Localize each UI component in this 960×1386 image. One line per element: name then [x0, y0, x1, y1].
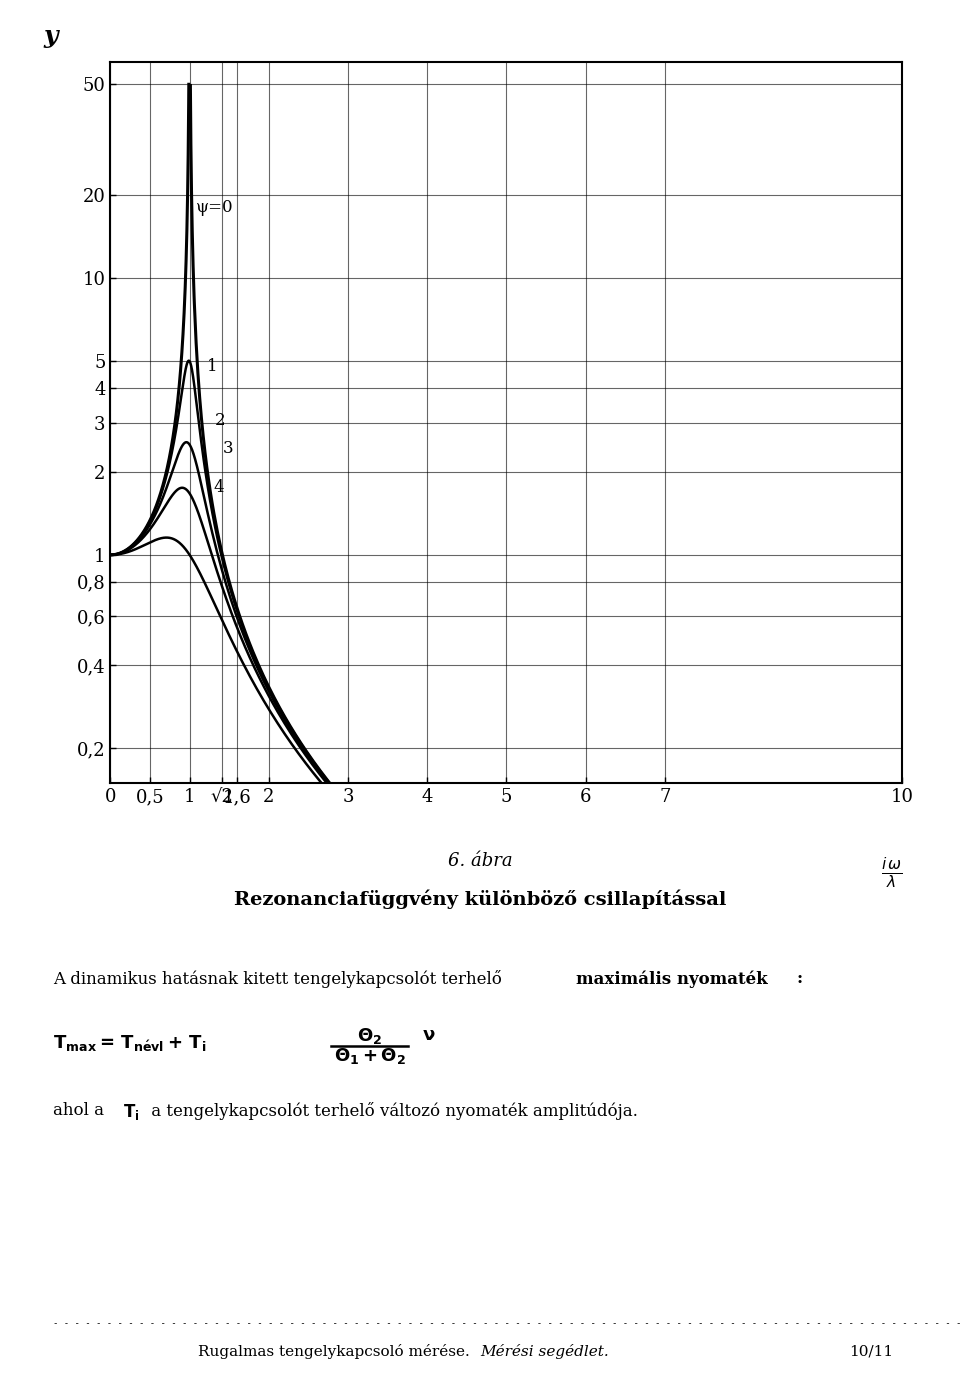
Text: - - - - - - - - - - - - - - - - - - - - - - - - - - - - - - - - - - - - - - - - : - - - - - - - - - - - - - - - - - - - - … — [53, 1319, 960, 1328]
Text: 3: 3 — [223, 441, 233, 457]
Text: $\mathbf{\nu}$: $\mathbf{\nu}$ — [422, 1026, 436, 1044]
Text: $\frac{i\,\omega}{\lambda}$: $\frac{i\,\omega}{\lambda}$ — [880, 855, 902, 890]
Text: Mérési segédlet.: Mérési segédlet. — [480, 1344, 609, 1360]
Text: 1: 1 — [207, 358, 218, 374]
Text: $\mathbf{T_{max} = \, T_{n\acute{e}vl} + \, T_i}$: $\mathbf{T_{max} = \, T_{n\acute{e}vl} +… — [53, 1033, 206, 1052]
Text: $\mathbf{\Theta_1 + \Theta_2}$: $\mathbf{\Theta_1 + \Theta_2}$ — [333, 1046, 406, 1066]
Text: :: : — [797, 970, 803, 987]
Text: Rugalmas tengelykapcsoló mérése.: Rugalmas tengelykapcsoló mérése. — [199, 1344, 480, 1360]
Text: 2: 2 — [215, 412, 226, 430]
Text: A dinamikus hatásnak kitett tengelykapcsolót terhelő: A dinamikus hatásnak kitett tengelykapcs… — [53, 970, 507, 988]
Text: Rezonanciafüggvény különböző csillapítással: Rezonanciafüggvény különböző csillapítás… — [234, 890, 726, 909]
Text: 6. ábra: 6. ábra — [447, 852, 513, 870]
Text: $\mathbf{\Theta_2}$: $\mathbf{\Theta_2}$ — [357, 1026, 382, 1045]
Text: $\mathbf{T_i}$: $\mathbf{T_i}$ — [123, 1102, 139, 1121]
Text: ψ=0: ψ=0 — [196, 198, 233, 216]
Text: a tengelykapcsolót terhelő változó nyomaték amplitúdója.: a tengelykapcsolót terhelő változó nyoma… — [146, 1102, 637, 1120]
Text: 10/11: 10/11 — [850, 1344, 894, 1358]
Text: ahol a: ahol a — [53, 1102, 109, 1119]
Text: 4: 4 — [213, 480, 224, 496]
Text: maximális nyomaték: maximális nyomaték — [576, 970, 768, 988]
Text: y: y — [44, 24, 59, 49]
